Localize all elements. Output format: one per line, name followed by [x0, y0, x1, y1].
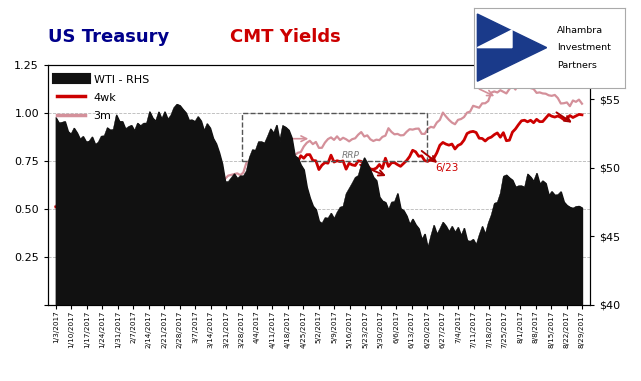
Text: CMT Yields: CMT Yields: [229, 27, 340, 46]
Text: RRP: RRP: [342, 151, 360, 160]
Polygon shape: [478, 14, 547, 81]
Text: 6/21: 6/21: [401, 291, 422, 301]
Polygon shape: [478, 30, 512, 48]
Text: Alhambra: Alhambra: [557, 26, 603, 35]
Text: 6/23: 6/23: [435, 163, 458, 173]
Bar: [242, 113, 427, 161]
Text: Partners: Partners: [557, 61, 597, 70]
Text: US Treasury: US Treasury: [48, 27, 176, 46]
Legend: WTI - RHS, 4wk, 3m: WTI - RHS, 4wk, 3m: [54, 70, 152, 125]
Text: Investment: Investment: [557, 43, 611, 52]
Text: per barrel: per barrel: [497, 293, 542, 301]
